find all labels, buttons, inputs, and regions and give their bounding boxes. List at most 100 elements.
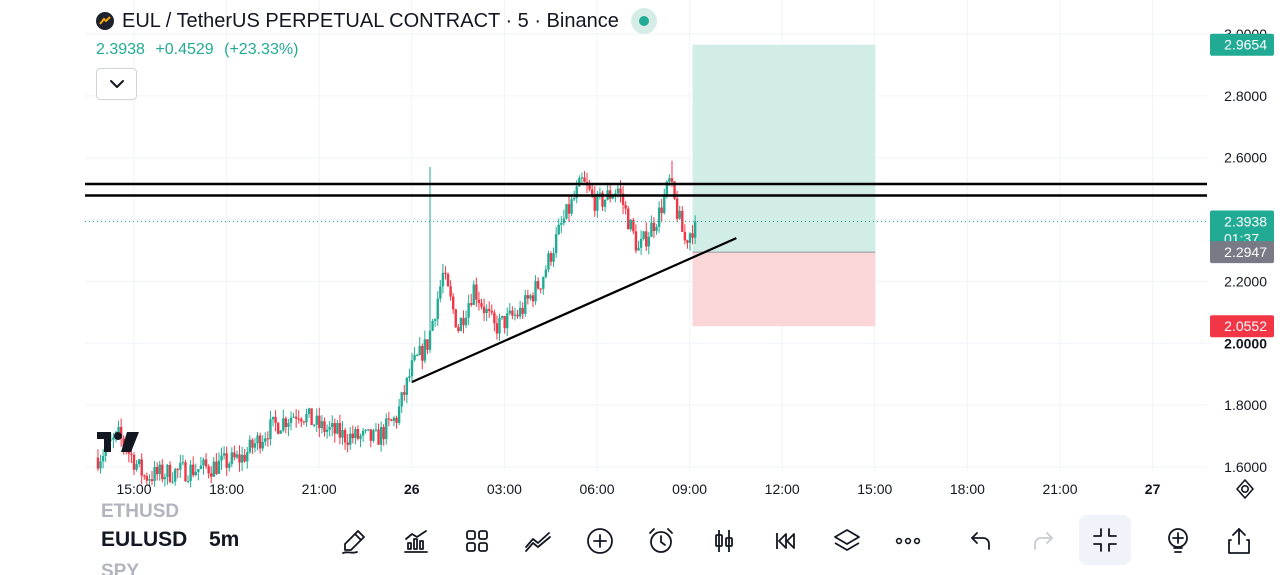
candle-body xyxy=(318,415,321,429)
candle-body xyxy=(652,222,656,232)
time-tick-label: 21:00 xyxy=(1042,481,1077,497)
candle-body xyxy=(202,459,205,466)
more-button[interactable] xyxy=(887,520,929,562)
candle-body xyxy=(300,418,303,422)
candle-body xyxy=(222,453,226,456)
candle-body xyxy=(518,307,522,317)
candle-body xyxy=(423,339,427,361)
target-price-label-bg xyxy=(1210,33,1274,56)
legend-toggle-button[interactable] xyxy=(96,68,137,100)
candle-body xyxy=(119,426,123,439)
candle-body xyxy=(482,306,486,314)
candle-body xyxy=(238,454,241,463)
time-tick-label: 21:00 xyxy=(302,481,337,497)
candle-body xyxy=(271,416,275,420)
symbol-title[interactable]: EUL / TetherUS PERPETUAL CONTRACT · 5 · … xyxy=(122,9,619,32)
price-tick-label: 1.8000 xyxy=(1224,397,1267,413)
ideas-button[interactable] xyxy=(1157,520,1199,562)
compare-button[interactable] xyxy=(517,520,559,562)
candle-body xyxy=(433,319,437,322)
candle-body xyxy=(207,466,210,474)
candle-body xyxy=(235,454,239,458)
candle-body xyxy=(521,307,524,314)
candle-body xyxy=(228,463,231,468)
time-axis[interactable]: 15:00 18:00 21:00 26 03:00 06:00 09:00 12:00 15:… xyxy=(116,481,1160,497)
timeframe-selector[interactable]: 5m xyxy=(209,528,240,551)
candle-body xyxy=(544,269,548,278)
entry-price-label: 2.2947 xyxy=(1224,244,1267,260)
candle-body xyxy=(408,376,411,378)
candlestick-series xyxy=(96,160,697,488)
candle-body xyxy=(495,323,499,334)
chart-settings-button[interactable] xyxy=(1232,476,1258,502)
alert-button[interactable] xyxy=(640,520,682,562)
undo-button[interactable] xyxy=(960,520,1002,562)
drawing-tools-button[interactable] xyxy=(333,520,375,562)
add-symbol-button[interactable] xyxy=(579,520,621,562)
candle-body xyxy=(173,469,177,482)
replay-button[interactable] xyxy=(764,520,806,562)
candle-body xyxy=(660,207,663,214)
candle-body xyxy=(467,303,470,318)
candle-body xyxy=(217,460,221,474)
candle-body xyxy=(454,309,457,328)
indicators-button[interactable] xyxy=(395,520,437,562)
candle-body xyxy=(670,178,674,182)
candle-body xyxy=(186,481,190,483)
candle-body xyxy=(127,451,131,454)
candle-body xyxy=(158,464,161,475)
candle-body xyxy=(397,406,401,423)
fullscreen-toggle-button[interactable] xyxy=(1079,515,1131,565)
symbol-carousel-prev[interactable]: ETHUSD xyxy=(101,501,180,522)
candle-body xyxy=(673,181,676,199)
candle-body xyxy=(647,236,651,247)
candle-body xyxy=(554,234,558,254)
candle-body xyxy=(135,464,138,470)
candle-body xyxy=(490,310,493,313)
candle-body xyxy=(176,469,179,471)
price-tick-label: 2.8000 xyxy=(1224,88,1267,104)
candle-body xyxy=(372,430,375,441)
candle-body xyxy=(385,418,388,440)
lightbulb-icon xyxy=(1168,528,1188,553)
candle-body xyxy=(315,415,318,425)
candle-body xyxy=(624,204,627,209)
candle-body xyxy=(488,308,491,311)
price-tick-label: 2.2000 xyxy=(1224,273,1267,289)
share-button[interactable] xyxy=(1218,520,1260,562)
candle-body xyxy=(524,295,527,314)
layers-button[interactable] xyxy=(826,520,868,562)
candle-body xyxy=(333,423,336,434)
candle-body xyxy=(506,313,509,329)
price-axis[interactable]: 3.00002.80002.60002.40002.20002.00001.80… xyxy=(1210,26,1274,475)
current-price-label-bg xyxy=(1210,210,1274,249)
candle-body xyxy=(148,479,151,481)
candle-body xyxy=(428,330,432,350)
candle-body xyxy=(264,438,267,442)
candle-body xyxy=(305,413,308,423)
candle-body xyxy=(493,312,496,324)
candle-body xyxy=(179,462,182,470)
chart-type-button[interactable] xyxy=(703,520,745,562)
redo-button[interactable] xyxy=(1022,520,1064,562)
candle-body xyxy=(204,459,208,467)
candle-body xyxy=(639,238,643,248)
candle-body xyxy=(212,461,215,477)
candle-body xyxy=(683,231,687,241)
symbol-selector[interactable]: EULUSD xyxy=(101,528,188,551)
chart-canvas[interactable]: 3.00002.80002.60002.40002.20002.00001.80… xyxy=(0,0,1280,512)
candle-body xyxy=(426,339,429,350)
candle-body xyxy=(246,452,249,462)
candle-body xyxy=(542,277,545,289)
layouts-button[interactable] xyxy=(456,520,498,562)
target-price-label: 2.9654 xyxy=(1224,37,1267,53)
candle-body xyxy=(539,288,542,290)
candle-body xyxy=(132,454,136,470)
candle-body xyxy=(675,198,679,219)
candle-body xyxy=(233,452,236,458)
compare-lines-icon xyxy=(525,532,551,552)
candle-body xyxy=(655,226,658,232)
symbol-carousel-next[interactable]: SPY xyxy=(101,561,140,575)
candle-body xyxy=(112,437,115,440)
candle-body xyxy=(374,429,378,431)
